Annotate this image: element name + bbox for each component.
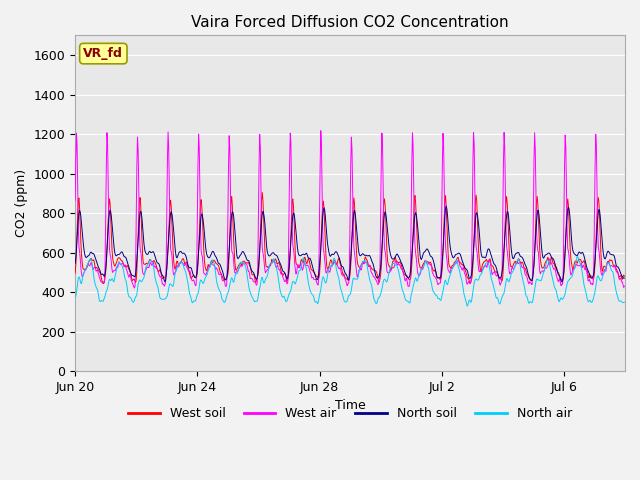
X-axis label: Time: Time bbox=[335, 399, 365, 412]
Legend: West soil, West air, North soil, North air: West soil, West air, North soil, North a… bbox=[124, 402, 577, 425]
Title: Vaira Forced Diffusion CO2 Concentration: Vaira Forced Diffusion CO2 Concentration bbox=[191, 15, 509, 30]
Y-axis label: CO2 (ppm): CO2 (ppm) bbox=[15, 169, 28, 237]
Text: VR_fd: VR_fd bbox=[83, 47, 124, 60]
